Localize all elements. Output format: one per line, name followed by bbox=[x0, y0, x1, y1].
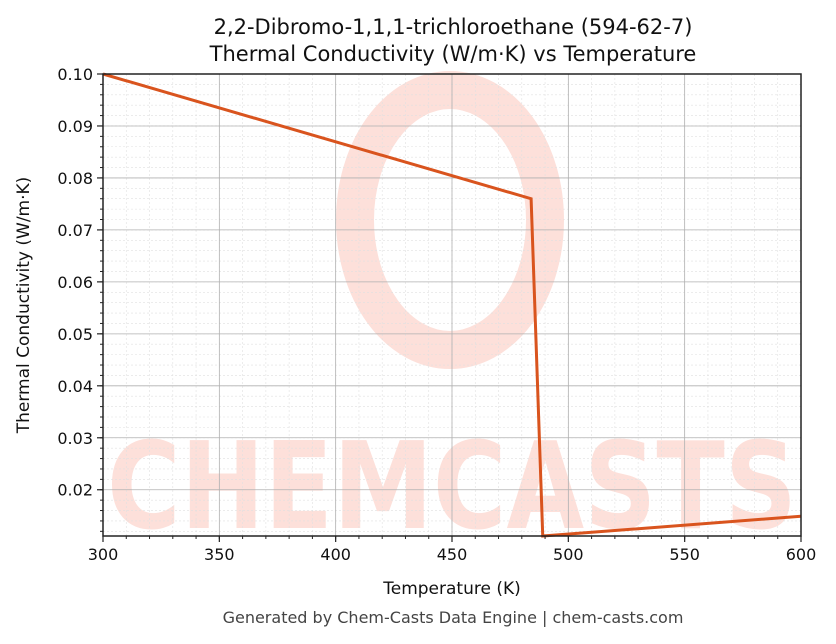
footer-credit: Generated by Chem-Casts Data Engine | ch… bbox=[222, 608, 684, 627]
x-tick-label: 450 bbox=[437, 545, 468, 564]
y-tick-label: 0.02 bbox=[57, 481, 93, 500]
x-tick-label: 400 bbox=[320, 545, 351, 564]
y-tick-label: 0.07 bbox=[57, 221, 93, 240]
x-tick-label: 550 bbox=[669, 545, 700, 564]
x-tick-label: 300 bbox=[88, 545, 119, 564]
x-tick-label: 500 bbox=[553, 545, 584, 564]
x-tick-label: 350 bbox=[204, 545, 235, 564]
y-tick-label: 0.10 bbox=[57, 65, 93, 84]
y-axis: 0.02 0.03 0.04 0.05 0.06 0.07 0.08 0.09 0.10 Ther… bbox=[14, 65, 103, 532]
y-tick-label: 0.04 bbox=[57, 377, 93, 396]
x-axis: 300 350 400 450 500 550 600 Temperature (K) bbox=[88, 536, 817, 599]
y-axis-label: Thermal Conductivity (W/m·K) bbox=[14, 177, 34, 435]
y-tick-label: 0.03 bbox=[57, 429, 93, 448]
grid bbox=[102, 73, 802, 536]
y-tick-label: 0.05 bbox=[57, 325, 93, 344]
x-axis-label: Temperature (K) bbox=[382, 579, 521, 599]
y-tick-label: 0.06 bbox=[57, 273, 93, 292]
y-tick-label: 0.09 bbox=[57, 117, 93, 136]
chart-title-line2: Thermal Conductivity (W/m·K) vs Temperat… bbox=[209, 42, 697, 66]
chart-title-line1: 2,2-Dibromo-1,1,1-trichloroethane (594-6… bbox=[213, 15, 693, 39]
x-tick-label: 600 bbox=[786, 545, 817, 564]
data-line bbox=[102, 72, 802, 538]
y-tick-label: 0.08 bbox=[57, 169, 93, 188]
